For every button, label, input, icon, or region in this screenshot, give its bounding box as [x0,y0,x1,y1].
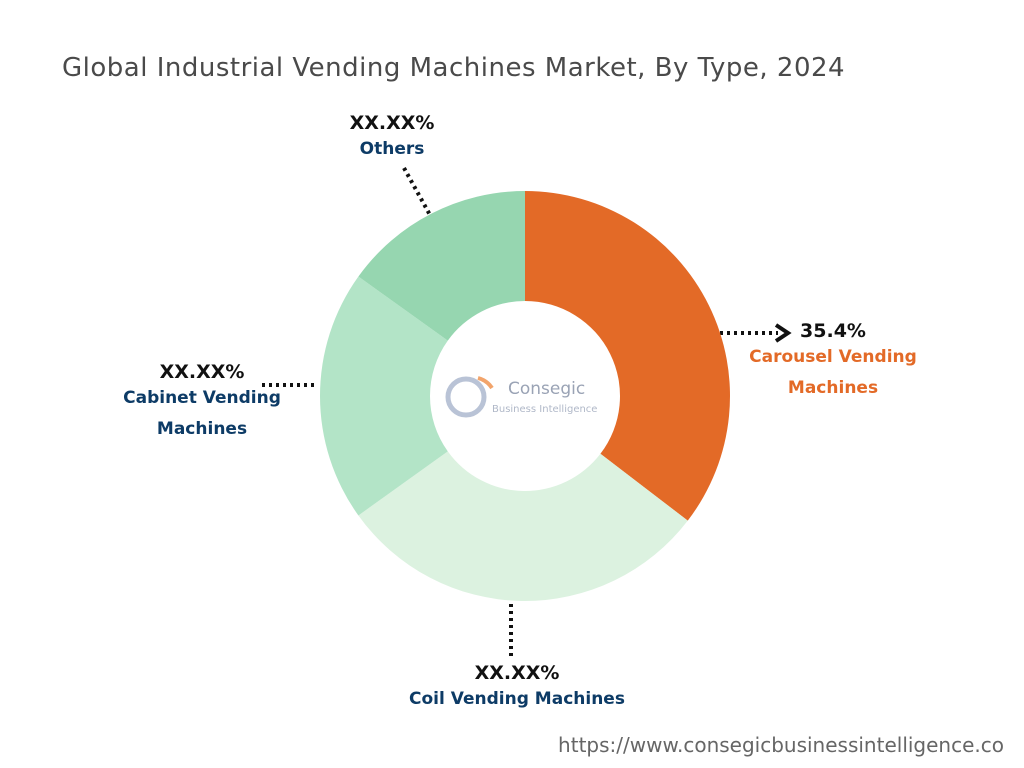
arrow-head [774,323,792,343]
logo-name: Consegic [508,379,585,399]
leaders [262,167,778,658]
category-label: Others [359,139,425,159]
category-label: Cabinet Vending Machines [123,388,281,439]
logo-tagline: Business Intelligence [492,404,597,415]
footer-url: https://www.consegicbusinessintelligence… [558,733,1004,757]
chart-title: Global Industrial Vending Machines Marke… [62,53,845,83]
value-label: XX.XX% [349,112,435,134]
donut-slice [358,451,688,601]
donut-slice [525,191,730,521]
logo-icon [445,376,494,418]
donut-slice [319,276,448,516]
value-label: XX.XX% [474,662,560,684]
category-label: Carousel Vending Machines [749,347,917,398]
value-label: 35.4% [800,320,866,342]
donut-slice [358,191,525,341]
category-label: Coil Vending Machines [409,689,625,709]
value-label: XX.XX% [159,361,245,383]
